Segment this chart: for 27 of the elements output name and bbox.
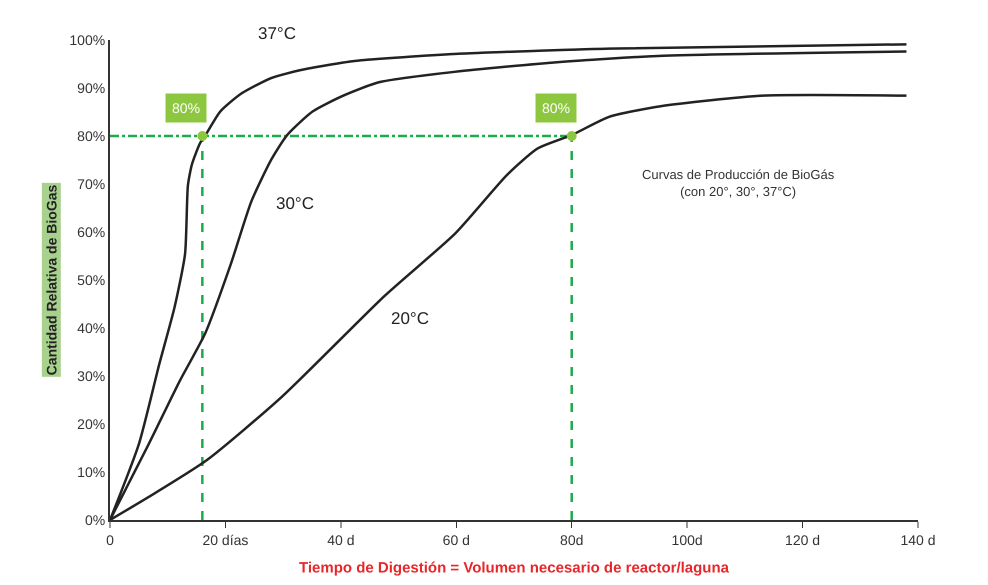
y-tick-label: 10% xyxy=(77,464,106,480)
annotation: Curvas de Producción de BioGás (con 20°, 30°, 37°C) xyxy=(642,167,835,199)
x-tick-label: 40 d xyxy=(327,532,354,548)
y-tick-label: 0% xyxy=(84,512,106,528)
x-tick-label: 0 xyxy=(106,532,114,548)
y-tick-label: 40% xyxy=(77,320,106,336)
x-tick-label: 120 d xyxy=(785,532,820,548)
x-tick-label: 60 d xyxy=(442,532,470,548)
y-tick-label: 50% xyxy=(77,272,106,288)
x-tick-label: 80d xyxy=(560,532,584,548)
x-axis-title: Tiempo de Digestión = Volumen necesario de reactor/laguna xyxy=(299,559,730,576)
annotation: 80% xyxy=(542,100,570,116)
annotation: 80% xyxy=(172,100,200,116)
x-tick-label: 100d xyxy=(672,532,703,548)
x-tick-label: 20 días xyxy=(202,532,248,548)
y-tick-label: 70% xyxy=(77,176,106,192)
y-tick-label: 100% xyxy=(69,32,106,48)
y-axis-title: Cantidad Relativa de BioGas xyxy=(43,184,60,376)
series-label: 37°C xyxy=(258,24,296,43)
series-label: 20°C xyxy=(391,309,429,328)
series-label: 30°C xyxy=(276,194,314,213)
y-tick-label: 80% xyxy=(77,128,106,144)
x-tick-label: 140 d xyxy=(900,532,936,548)
y-tick-label: 30% xyxy=(77,368,106,384)
y-tick-label: 90% xyxy=(77,80,106,96)
y-tick-label: 60% xyxy=(77,224,106,240)
y-tick-label: 20% xyxy=(77,416,106,432)
